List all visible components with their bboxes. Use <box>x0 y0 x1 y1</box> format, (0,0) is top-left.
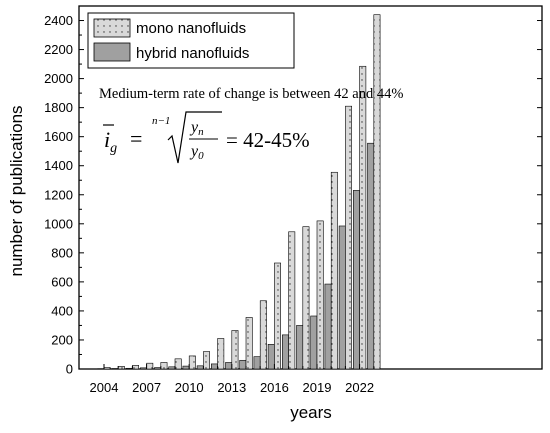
bar-hybrid-2009 <box>168 366 176 370</box>
bar-hybrid-2013 <box>225 362 233 370</box>
bar-hybrid-2021 <box>338 225 346 370</box>
y-tick-label: 2200 <box>44 42 73 57</box>
legend-swatch-hybrid <box>93 42 131 62</box>
bar-mono-2018 <box>302 226 310 370</box>
bar-mono-2017 <box>288 231 296 370</box>
radical-sign <box>167 111 222 164</box>
legend-swatch-mono <box>93 18 131 38</box>
bar-mono-2022 <box>359 65 367 370</box>
bar-mono-2007 <box>146 362 154 370</box>
y-tick-label: 1000 <box>44 216 73 231</box>
bar-hybrid-2016 <box>267 344 275 370</box>
bar-mono-2009 <box>174 358 182 370</box>
bar-hybrid-2014 <box>239 359 247 370</box>
formula-equals: = <box>130 126 142 151</box>
legend-label-hybrid: hybrid nanofluids <box>136 45 249 62</box>
formula-denominator: y0 <box>189 143 204 162</box>
rate-annotation: Medium-term rate of change is between 42… <box>99 86 403 102</box>
formula-lhs: ig <box>104 127 117 156</box>
bar-hybrid-2007 <box>140 367 147 370</box>
bar-hybrid-2008 <box>154 367 162 370</box>
bar-mono-2006 <box>132 365 139 370</box>
y-axis-title: number of publications <box>7 105 26 276</box>
x-tick-label: 2019 <box>303 380 332 395</box>
bar-hybrid-2017 <box>281 334 289 370</box>
x-tick-label: 2016 <box>260 380 289 395</box>
bar-mono-2023 <box>373 14 381 370</box>
bar-mono-2010 <box>188 355 196 370</box>
y-tick-label: 0 <box>66 362 73 377</box>
bar-mono-2005 <box>117 366 125 370</box>
bar-mono-2014 <box>245 317 253 370</box>
formula-root-index: n−1 <box>152 115 170 127</box>
bar-mono-2004 <box>103 367 111 370</box>
y-tick-label: 200 <box>51 332 73 347</box>
bar-hybrid-2015 <box>253 356 261 370</box>
y-tick-label: 1800 <box>44 100 73 115</box>
bar-mono-2016 <box>274 262 281 370</box>
bar-hybrid-2023 <box>367 142 375 370</box>
ticks-layer: 0 200 400 600 800 1000 1200 1400 1600 1800 2000 220… <box>44 13 542 395</box>
bar-mono-2012 <box>217 338 225 370</box>
formula-numerator: yn <box>189 119 204 138</box>
y-tick-label: 800 <box>51 245 73 260</box>
bar-mono-2019 <box>316 220 324 370</box>
legend: mono nanofluids hybrid nanofluids <box>87 12 295 69</box>
bar-hybrid-2006 <box>125 367 133 370</box>
x-tick-label: 2004 <box>90 380 119 395</box>
x-tick-label: 2010 <box>175 380 204 395</box>
x-tick-label: 2007 <box>132 380 161 395</box>
bar-mono-2020 <box>330 171 338 370</box>
x-tick-label: 2022 <box>345 380 374 395</box>
y-tick-label: 1200 <box>44 187 73 202</box>
bar-hybrid-2011 <box>196 365 204 370</box>
y-tick-label: 400 <box>51 303 73 318</box>
bar-mono-2008 <box>160 362 168 370</box>
x-axis-title: years <box>290 403 332 422</box>
bar-mono-2013 <box>231 330 239 370</box>
bar-mono-2021 <box>345 105 352 370</box>
bars-layer <box>97 14 381 370</box>
bar-hybrid-2012 <box>211 363 218 370</box>
y-tick-label: 1600 <box>44 129 73 144</box>
bar-hybrid-2020 <box>324 283 332 370</box>
growth-rate-formula: ig = n−1 yn y0 = 42-45% <box>103 111 310 164</box>
bar-hybrid-2019 <box>310 315 318 370</box>
bar-mono-2015 <box>259 300 267 370</box>
bar-hybrid-2018 <box>296 325 304 370</box>
bar-mono-2011 <box>203 351 210 370</box>
y-tick-label: 2400 <box>44 13 73 28</box>
bar-hybrid-2022 <box>352 190 360 370</box>
x-tick-label: 2013 <box>217 380 246 395</box>
legend-label-mono: mono nanofluids <box>136 20 246 37</box>
bar-hybrid-2010 <box>182 365 190 370</box>
formula-result: = 42-45% <box>226 128 310 152</box>
y-tick-label: 1400 <box>44 158 73 173</box>
y-tick-label: 2000 <box>44 71 73 86</box>
y-tick-label: 600 <box>51 274 73 289</box>
